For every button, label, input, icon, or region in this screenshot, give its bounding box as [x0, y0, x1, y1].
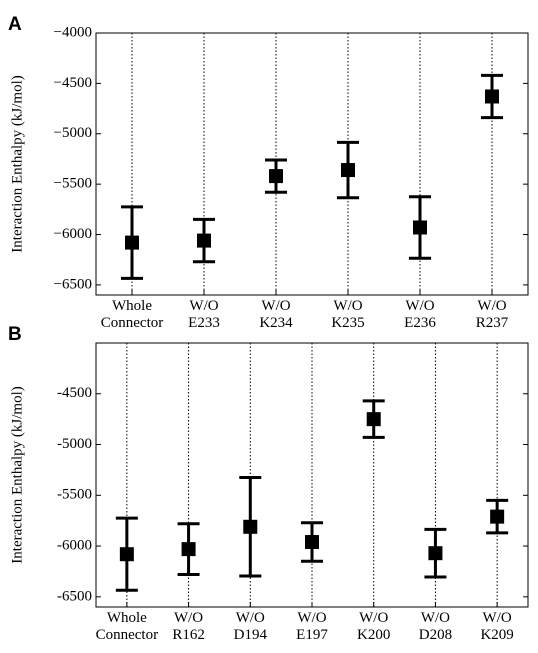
marker [119, 547, 134, 562]
y-tick-label: −6500 [54, 276, 92, 292]
y-axis-label: Interaction Enthalpy (kJ/mol) [9, 386, 25, 563]
x-tick-label: W/O E197 [296, 610, 328, 643]
y-tick-label: -6500 [57, 588, 92, 604]
marker [243, 519, 258, 534]
y-axis-label: Interaction Enthalpy (kJ/mol) [9, 75, 25, 252]
panel-label: A [8, 14, 22, 35]
x-tick-label: W/O K200 [357, 610, 390, 643]
x-tick-label: W/O D208 [419, 610, 452, 643]
y-tick-label: −5000 [54, 125, 92, 141]
marker [181, 542, 196, 557]
x-tick-label: W/O K209 [480, 610, 513, 643]
x-tick-label: W/O R162 [172, 610, 205, 643]
x-tick-label: W/O K235 [331, 298, 364, 331]
marker [428, 546, 443, 561]
marker [366, 412, 381, 427]
x-tick-label: W/O D194 [234, 610, 268, 643]
marker [341, 163, 355, 178]
y-tick-label: −5500 [54, 176, 92, 192]
x-tick-label: W/O R237 [476, 298, 509, 331]
x-tick-label: W/O K234 [259, 298, 293, 331]
y-tick-label: -4500 [57, 385, 92, 401]
marker [269, 169, 283, 184]
x-tick-label: Whole Connector [101, 298, 163, 331]
y-tick-label: −4500 [54, 75, 92, 91]
marker [125, 235, 139, 250]
y-tick-label: −4000 [54, 24, 92, 40]
x-tick-label: W/O E233 [188, 298, 220, 331]
marker [305, 535, 319, 550]
x-tick-label: Whole Connector [96, 610, 158, 643]
y-tick-label: −6000 [54, 226, 92, 242]
marker [413, 220, 427, 235]
plot-frame [95, 32, 529, 296]
y-tick-label: -5500 [57, 487, 92, 503]
marker [490, 509, 505, 524]
x-tick-label: W/O E236 [404, 298, 436, 331]
panel-label: B [8, 324, 22, 345]
marker [485, 89, 499, 104]
y-tick-label: -6000 [57, 538, 92, 554]
y-tick-label: -5000 [57, 436, 92, 452]
marker [197, 233, 211, 248]
